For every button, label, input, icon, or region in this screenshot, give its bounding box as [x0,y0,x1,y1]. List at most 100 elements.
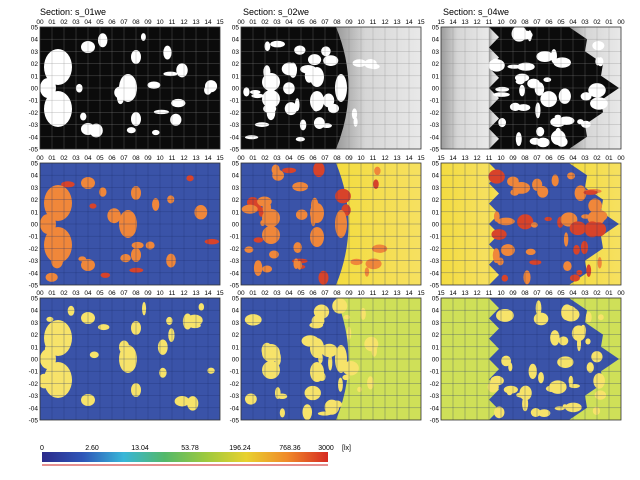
y-tick-label: 00 [232,86,240,93]
y-tick-label: -02 [29,110,39,117]
x-tick-label: 10 [497,155,505,162]
x-tick-label: 04 [569,290,577,297]
light-patch [514,73,530,82]
x-tick-label: 12 [180,290,188,297]
colorbar-tick-label: 3000 [318,445,334,452]
light-patch [297,260,303,270]
light-patch [597,257,602,269]
x-tick-label: 01 [249,290,257,297]
x-tick-label: 09 [345,155,353,162]
heatmap-panel: 00 01 02 03 04 05 06 07 08 09 10 11 12 13 14 15 05 04 03 02… [230,155,425,290]
x-tick-label: 10 [357,19,365,26]
light-patch [585,311,592,323]
light-patch [46,316,54,322]
light-patch [142,301,147,316]
light-patch [591,222,607,237]
light-patch [501,274,509,282]
x-tick-label: 08 [521,19,529,26]
x-tick-label: 06 [108,19,116,26]
light-patch [126,127,136,134]
light-patch [317,411,332,416]
x-tick-label: 14 [405,290,413,297]
light-patch [323,55,339,66]
light-patch [244,246,254,253]
light-patch [244,393,257,405]
light-patch [279,408,285,418]
x-tick-label: 05 [557,290,565,297]
light-patch [488,169,505,184]
x-tick-label: 12 [473,290,481,297]
y-tick-label: 05 [31,25,39,32]
x-tick-label: 15 [417,19,425,26]
light-patch [262,361,280,379]
light-patch [189,322,201,329]
x-tick-label: 08 [132,19,140,26]
x-tick-label: 14 [204,19,212,26]
x-tick-label: 09 [509,19,517,26]
x-tick-label: 09 [509,155,517,162]
x-tick-label: 03 [72,19,80,26]
light-patch [207,367,215,374]
light-patch [97,324,110,331]
y-tick-label: -04 [430,134,440,141]
light-patch [342,374,350,381]
light-patch [168,328,175,343]
light-patch [45,272,58,282]
y-tick-label: -03 [430,258,440,265]
x-tick-label: 00 [617,290,625,297]
x-tick-label: 08 [333,155,341,162]
light-patch [517,62,535,71]
x-tick-label: 07 [533,19,541,26]
light-patch [598,314,604,321]
colorbar-tick-label: 196.24 [229,445,251,452]
y-tick-label: 03 [31,185,39,192]
light-patch [580,324,587,336]
light-patch [269,250,279,259]
panel-frame [39,297,221,421]
light-patch [549,380,567,394]
light-patch [67,305,75,316]
y-tick-label: 00 [232,357,240,364]
light-patch [558,336,569,346]
x-tick-label: 08 [333,290,341,297]
light-patch [366,341,375,346]
x-tick-label: 15 [216,19,224,26]
y-tick-label: -04 [29,270,39,277]
x-tick-label: 15 [437,19,445,26]
x-tick-label: 15 [417,155,425,162]
y-tick-label: -02 [430,110,440,117]
light-patch [577,119,584,125]
y-tick-label: 01 [31,73,39,80]
x-tick-label: 11 [486,19,493,26]
x-tick-label: 07 [533,155,541,162]
y-tick-label: 00 [432,357,440,364]
x-tick-label: 11 [370,290,377,297]
x-tick-label: 06 [545,155,553,162]
y-tick-label: 00 [31,86,39,93]
x-tick-label: 02 [261,155,269,162]
y-tick-label: -03 [430,122,440,129]
light-patch [262,226,280,244]
y-tick-label: 02 [31,61,39,68]
light-patch [318,270,329,285]
light-patch [311,315,325,327]
light-patch [163,45,172,60]
light-patch [186,175,194,182]
light-patch [198,303,205,311]
y-tick-label: 03 [31,320,39,327]
colorbar: 0 2.60 13.04 53.78 196.24 768.36 3000 [lx] [40,445,351,466]
heatmap-panel: 00 01 02 03 04 05 06 07 08 09 10 11 12 13 14 15 05 04 03 02… [230,290,425,425]
light-patch [338,377,343,392]
y-tick-label: -03 [430,393,440,400]
light-patch [493,92,510,97]
light-patch [495,86,510,92]
light-patch [567,172,576,180]
light-patch [374,166,381,176]
light-patch [310,362,324,382]
light-patch [494,406,505,419]
y-tick-label: -02 [230,110,240,117]
y-tick-label: 00 [432,86,440,93]
x-tick-label: 13 [461,19,469,26]
x-tick-label: 06 [309,290,317,297]
light-patch [140,33,146,41]
